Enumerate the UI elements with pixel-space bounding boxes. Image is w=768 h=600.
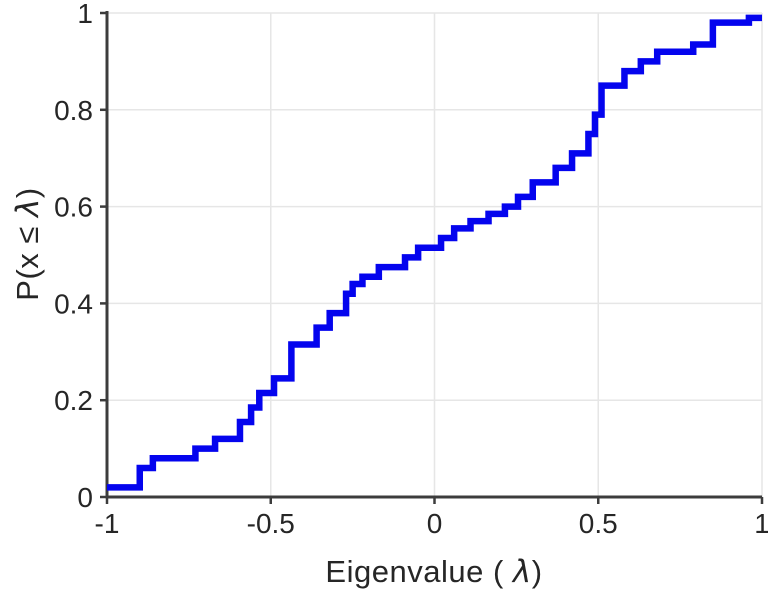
x-axis-label-text: Eigenvalue (: [325, 554, 513, 589]
x-tick-label: -1: [95, 508, 120, 539]
y-axis-label-text: P(x: [10, 243, 45, 301]
y-tick-label: 0.8: [54, 95, 93, 126]
leq-symbol: ≤: [10, 216, 45, 244]
lambda-symbol: λ: [512, 554, 532, 590]
y-tick-label: 0.4: [54, 288, 93, 319]
x-tick-label: -0.5: [247, 508, 295, 539]
y-tick-label: 1: [77, 0, 93, 29]
y-axis-label: P(x ≤ λ): [10, 187, 46, 300]
x-tick-label: 0: [427, 508, 443, 539]
lambda-symbol: λ: [10, 198, 46, 217]
y-tick-label: 0.2: [54, 385, 93, 416]
y-tick-label: 0: [77, 482, 93, 513]
y-axis-label-suffix: ): [10, 187, 45, 199]
x-axis-label-suffix: ): [531, 554, 543, 589]
x-tick-label: 1: [754, 508, 768, 539]
gridlines: [106, 12, 763, 498]
x-axis-label: Eigenvalue ( λ): [325, 554, 542, 590]
cdf-step-line: [107, 14, 762, 491]
y-tick-label: 0.6: [54, 192, 93, 223]
tick-labels: -1 -0.5 0 0.5 1 0 0.2 0.4 0.6 0.8 1: [54, 0, 768, 539]
cdf-series: [107, 14, 762, 491]
axes: [100, 11, 764, 504]
x-tick-label: 0.5: [579, 508, 618, 539]
